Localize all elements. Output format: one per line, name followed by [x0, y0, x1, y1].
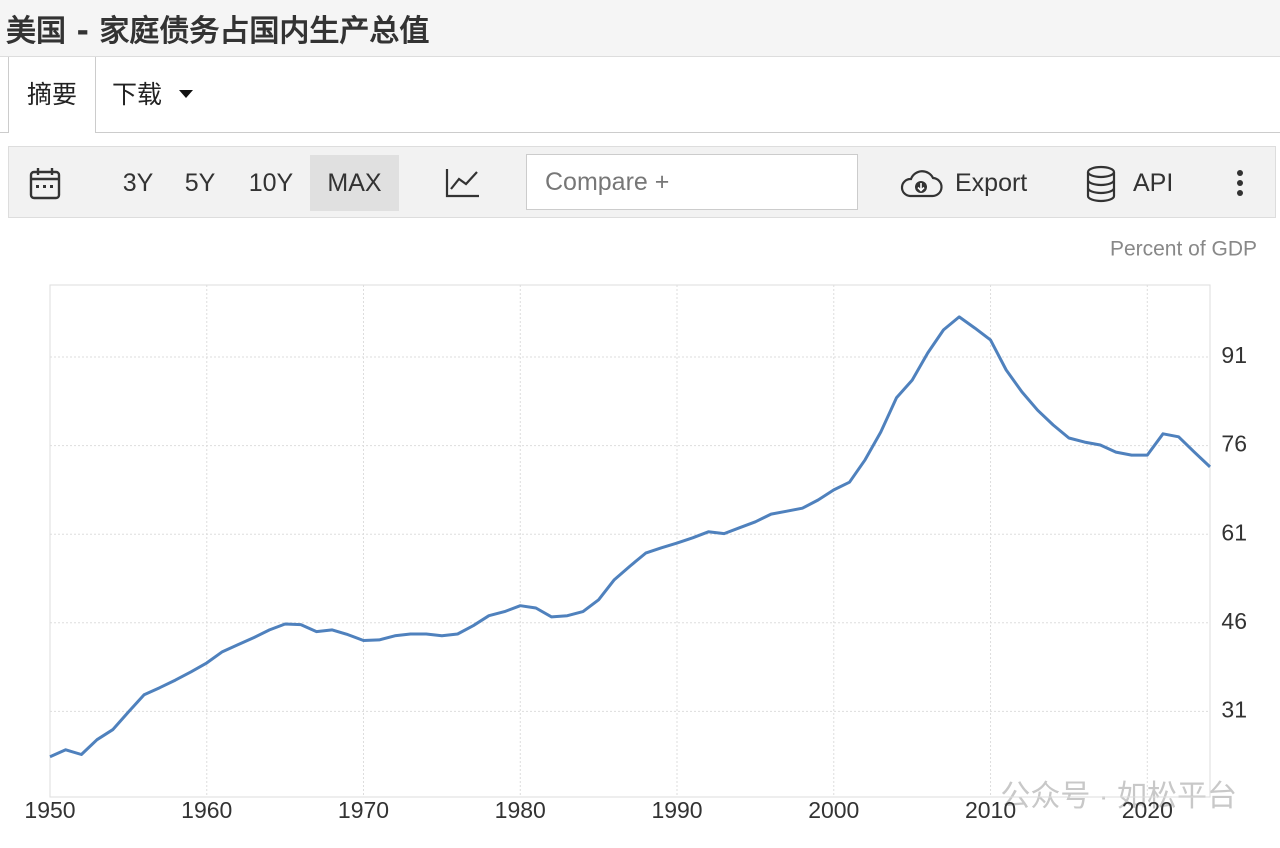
tabs: 摘要 下载 — [0, 57, 1280, 133]
y-tick-label: 76 — [1221, 431, 1247, 457]
range-button[interactable]: 10Y — [248, 169, 294, 197]
x-tick-label: 1960 — [181, 797, 232, 823]
x-tick-label: 1980 — [495, 797, 546, 823]
calendar-icon[interactable] — [29, 167, 63, 201]
range-button[interactable]: 5Y — [184, 169, 216, 197]
dropdown-arrow — [179, 90, 193, 98]
chart-type-icon[interactable] — [445, 167, 481, 199]
data-line — [49, 315, 1212, 759]
y-tick-label: 46 — [1221, 608, 1247, 634]
x-tick-label: 1970 — [338, 797, 389, 823]
plot-frame — [49, 284, 1211, 798]
unit-label: Percent of GDP — [1110, 238, 1257, 261]
y-tick-label: 91 — [1221, 342, 1247, 368]
watermark: 公众号 · 如松平台 — [1000, 780, 1237, 813]
compare-input[interactable]: Compare + — [526, 154, 858, 210]
tab[interactable]: 下载 — [112, 80, 163, 109]
page-title: 美国 - 家庭债务占国内生产总值 — [6, 14, 430, 49]
header: 美国 - 家庭债务占国内生产总值 — [0, 0, 1280, 57]
x-tick-label: 2020 — [1122, 797, 1173, 823]
y-tick-label: 31 — [1221, 696, 1247, 722]
x-tick-label: 2000 — [808, 797, 859, 823]
export-button[interactable]: Export — [955, 169, 1028, 197]
export-icon[interactable] — [899, 169, 943, 199]
x-tick-label: 1950 — [24, 797, 75, 823]
x-tick-label: 1990 — [651, 797, 702, 823]
api-button[interactable]: API — [1133, 169, 1174, 197]
chart: Percent of GDP 公众号 · 如松平台 31 46 61 76 91 1950… — [24, 238, 1257, 824]
toolbar: 3Y 5Y 10Y MAX Compare + Export API — [8, 146, 1276, 218]
tab[interactable]: 摘要 — [8, 57, 96, 133]
api-icon[interactable] — [1085, 165, 1117, 203]
y-tick-label: 61 — [1221, 519, 1247, 545]
more-icon[interactable] — [1235, 169, 1245, 199]
range-button[interactable]: 3Y — [122, 169, 154, 197]
x-tick-label: 2010 — [965, 797, 1016, 823]
range-button[interactable]: MAX — [310, 155, 399, 211]
